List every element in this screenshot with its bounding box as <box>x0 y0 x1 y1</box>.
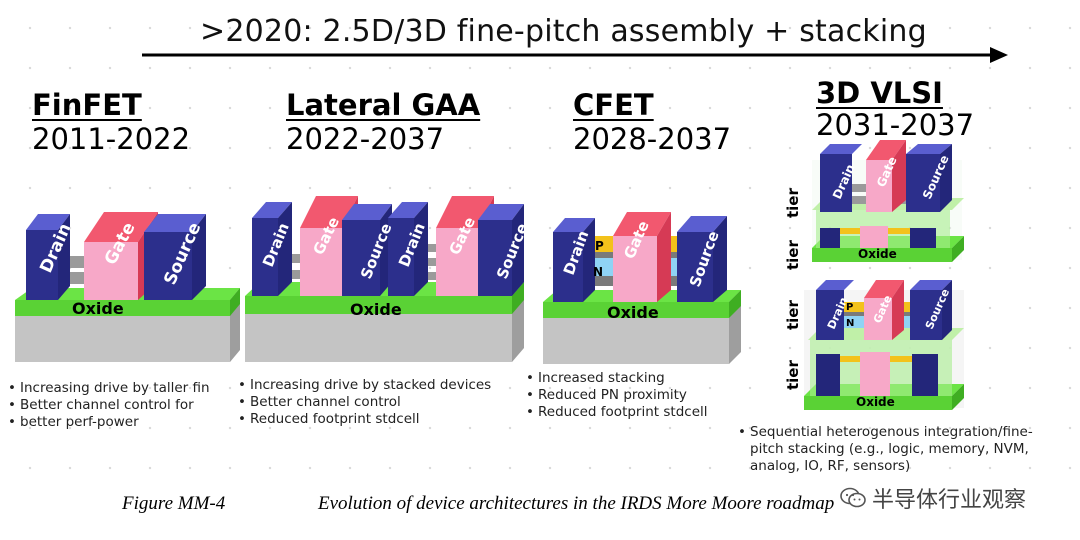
vlsi-top-stack: Drain Gate Source Oxide <box>812 140 964 262</box>
tier-label-4: tier <box>784 360 802 390</box>
finfet-years: 2011-2022 <box>32 122 191 156</box>
vlsi-title: 3D VLSI <box>816 76 943 110</box>
cfet-bullet-3: Reduced footprint stdcell <box>526 404 708 421</box>
watermark-text: 半导体行业观察 <box>872 488 1027 513</box>
vlsi-n-label: N <box>846 318 854 329</box>
gaa-bullet-1: Increasing drive by stacked devices <box>238 377 491 394</box>
gaa-oxide-label: Oxide <box>350 300 402 319</box>
cfet-oxide-label: Oxide <box>607 303 659 322</box>
cfet-bullet-2: Reduced PN proximity <box>526 387 708 404</box>
vlsi-bullet-1: Sequential heterogenous integration/fine… <box>738 424 1038 475</box>
vlsi-bottom-stack: Drain Gate Source P N Oxide <box>804 280 964 410</box>
gaa-title: Lateral GAA <box>286 88 481 122</box>
watermark: 半导体行业观察 <box>840 482 1026 514</box>
vlsi-diagram: Drain Gate Source Oxide <box>784 140 964 410</box>
tier-label-1: tier <box>784 188 802 218</box>
finfet-bullet-3: better perf-power <box>8 414 210 431</box>
finfet-oxide-label: Oxide <box>72 299 124 318</box>
vlsi-bullets: Sequential heterogenous integration/fine… <box>738 424 1038 475</box>
finfet-bullet-2: Better channel control for <box>8 397 210 414</box>
figure-number: Figure MM-4 <box>122 493 226 514</box>
cfet-bullet-1: Increased stacking <box>526 370 708 387</box>
gaa-years: 2022-2037 <box>286 122 445 156</box>
gaa-bullets: Increasing drive by stacked devices Bett… <box>238 377 491 428</box>
banner-title: >2020: 2.5D/3D fine-pitch assembly + sta… <box>200 14 927 49</box>
finfet-diagram: Drain Gate Source Oxide <box>15 212 240 362</box>
gaa-bullet-3: Reduced footprint stdcell <box>238 411 491 428</box>
vlsi-oxide-label-2: Oxide <box>856 395 895 409</box>
vlsi-p-label: P <box>846 302 853 313</box>
vlsi-years: 2031-2037 <box>816 108 975 142</box>
cfet-n-label: N <box>593 265 603 279</box>
cfet-diagram: Drain Gate Source P N Oxide <box>543 212 741 364</box>
gaa-diagram: Drain Gate Source Drain Gate Source Oxid… <box>245 196 532 362</box>
cfet-p-label: P <box>595 239 604 253</box>
finfet-bullet-1: Increasing drive by taller fin <box>8 380 210 397</box>
cfet-title: CFET <box>573 88 654 122</box>
cfet-bullets: Increased stacking Reduced PN proximity … <box>526 370 708 421</box>
tier-label-2: tier <box>784 240 802 270</box>
finfet-bullets: Increasing drive by taller fin Better ch… <box>8 380 210 431</box>
cfet-years: 2028-2037 <box>573 122 732 156</box>
finfet-title: FinFET <box>32 88 142 122</box>
tier-label-3: tier <box>784 300 802 330</box>
timeline-arrow <box>142 47 1008 63</box>
wechat-icon <box>840 487 866 508</box>
vlsi-oxide-label-1: Oxide <box>858 247 897 261</box>
figure-caption: Evolution of device architectures in the… <box>318 493 835 514</box>
gaa-bullet-2: Better channel control <box>238 394 491 411</box>
